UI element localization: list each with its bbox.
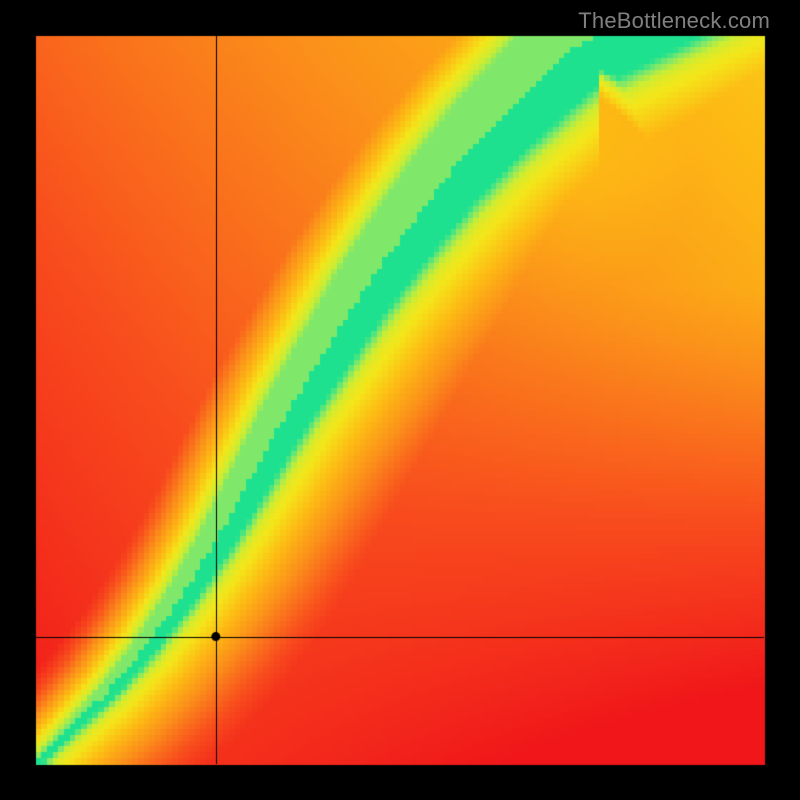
chart-container: TheBottleneck.com <box>0 0 800 800</box>
heatmap-canvas <box>0 0 800 800</box>
watermark-text: TheBottleneck.com <box>578 8 770 34</box>
